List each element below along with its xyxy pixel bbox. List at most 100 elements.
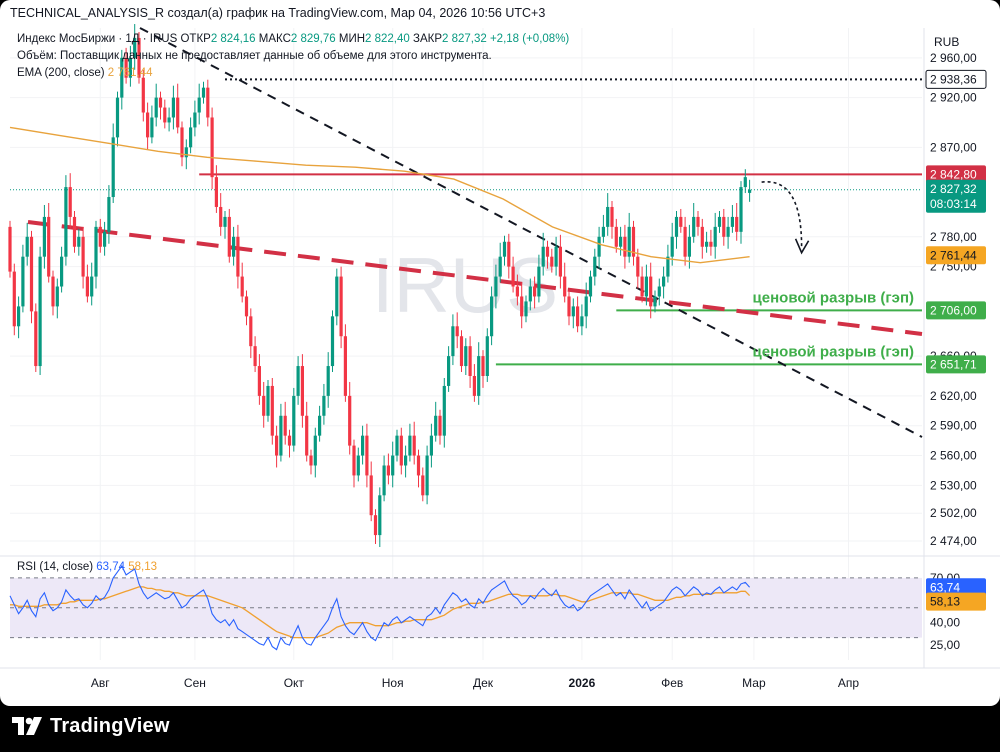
- candle-body: [545, 246, 550, 257]
- candle-body: [408, 435, 412, 456]
- candle-body: [649, 276, 653, 307]
- candle-body: [619, 236, 623, 247]
- candle-body: [279, 415, 283, 456]
- candle-body: [636, 256, 640, 277]
- candle-body: [662, 276, 666, 287]
- rsi-tag: [926, 592, 986, 611]
- candle-body: [713, 226, 717, 247]
- rsi-value: 63,74: [96, 561, 126, 573]
- low-value: 2 822,40: [365, 33, 410, 45]
- price-chart[interactable]: IRUS ценовой разрыв (гэп)ценовой разрыв …: [0, 0, 1000, 706]
- candle-body: [90, 276, 94, 297]
- symbol-legend[interactable]: Индекс МосБиржи · 1Д · IRUS ОТКР2 824,16…: [17, 33, 569, 45]
- price-tag-label: 2 842,80: [930, 167, 977, 181]
- candle-body: [171, 97, 175, 118]
- candle-body: [459, 336, 464, 367]
- candle-body: [696, 216, 700, 227]
- candle-body: [631, 226, 636, 257]
- candle-body: [227, 216, 231, 257]
- price-tag: [926, 246, 986, 265]
- candle-body: [382, 465, 386, 496]
- candle-body: [477, 356, 481, 396]
- candle-body: [447, 356, 451, 386]
- high-value: 2 829,76: [290, 33, 336, 45]
- candle-body: [34, 311, 38, 367]
- candle-body: [580, 316, 584, 327]
- candle-body: [481, 356, 485, 376]
- ema-label[interactable]: EMA (200, close): [17, 67, 105, 79]
- candle-body: [571, 306, 575, 317]
- candle-body: [550, 256, 554, 267]
- candle-body: [275, 435, 279, 456]
- rsi-label[interactable]: RSI (14, close): [17, 561, 94, 573]
- price-tag: [926, 301, 986, 320]
- candle-body: [98, 226, 102, 247]
- candle-body: [68, 187, 72, 217]
- chart-card: IRUS ценовой разрыв (гэп) ценовой разрыв …: [0, 0, 1000, 706]
- ema-legend[interactable]: EMA (200, close) 2 761,44: [17, 67, 153, 79]
- rsi-ma-value: 58,13: [128, 561, 158, 573]
- candle-body: [283, 415, 287, 436]
- candle-body: [38, 256, 42, 367]
- price-tag-label: 2 706,00: [930, 303, 977, 317]
- candle-body: [485, 336, 489, 376]
- high-label: МАКС: [258, 33, 291, 45]
- candle-body: [666, 256, 670, 277]
- candle-body: [77, 236, 81, 247]
- x-tick-label: Окт: [284, 676, 305, 690]
- candle-body: [365, 435, 369, 476]
- candle-body: [120, 57, 124, 98]
- candle-body: [395, 435, 399, 456]
- symbol-name[interactable]: Индекс МосБиржи · 1Д · IRUS: [17, 33, 178, 45]
- candle-body: [326, 366, 330, 396]
- candle-body: [644, 276, 648, 297]
- x-tick-label: Ноя: [382, 676, 404, 690]
- x-tick-label: Авг: [91, 676, 110, 690]
- tradingview-brand[interactable]: TradingView: [12, 712, 170, 740]
- candle-body: [425, 455, 429, 496]
- candle-body: [17, 306, 21, 327]
- candle-body: [705, 241, 709, 247]
- candle-body: [558, 246, 562, 277]
- candle-body: [735, 216, 739, 232]
- close-value: 2 827,32: [442, 33, 487, 45]
- currency-label: RUB: [934, 35, 959, 49]
- candle-body: [700, 226, 704, 247]
- candle-body: [158, 97, 163, 108]
- candle-body: [679, 216, 683, 227]
- candle-body: [588, 276, 593, 297]
- candle-body: [309, 455, 313, 466]
- candle-body: [386, 465, 390, 476]
- candle-body: [748, 189, 752, 193]
- candle-body: [623, 236, 627, 257]
- candle-body: [51, 276, 55, 307]
- brand-name: TradingView: [50, 714, 170, 737]
- candle-body: [287, 435, 292, 446]
- last-price-tag: [926, 179, 986, 213]
- candle-body: [124, 57, 128, 78]
- candle-body: [563, 276, 567, 297]
- rsi-legend[interactable]: RSI (14, close) 63,74 58,13: [17, 561, 157, 573]
- candle-body: [739, 187, 743, 232]
- candle-body: [107, 197, 111, 232]
- candle-body: [494, 276, 498, 297]
- candle-body: [378, 495, 382, 536]
- candle-body: [184, 147, 188, 158]
- candle-body: [266, 385, 270, 416]
- rsi-line: [9, 564, 751, 651]
- candle-body: [610, 206, 614, 227]
- candle-body: [55, 286, 59, 307]
- change-value: +2,18 (+0,08%): [489, 33, 570, 45]
- candle-body: [81, 236, 85, 277]
- candle-body: [313, 435, 317, 466]
- candle-body: [300, 366, 304, 416]
- volume-note: Объём: Поставщик данных не предоставляет…: [17, 50, 492, 62]
- x-tick-label: Дек: [473, 676, 494, 690]
- candle-body: [137, 37, 141, 78]
- candle-body: [498, 256, 502, 277]
- candle-body: [743, 177, 747, 188]
- candle-body: [47, 216, 51, 277]
- y-tick-label: 2 560,00: [930, 449, 977, 463]
- candle-body: [201, 87, 206, 98]
- candle-body: [567, 296, 571, 317]
